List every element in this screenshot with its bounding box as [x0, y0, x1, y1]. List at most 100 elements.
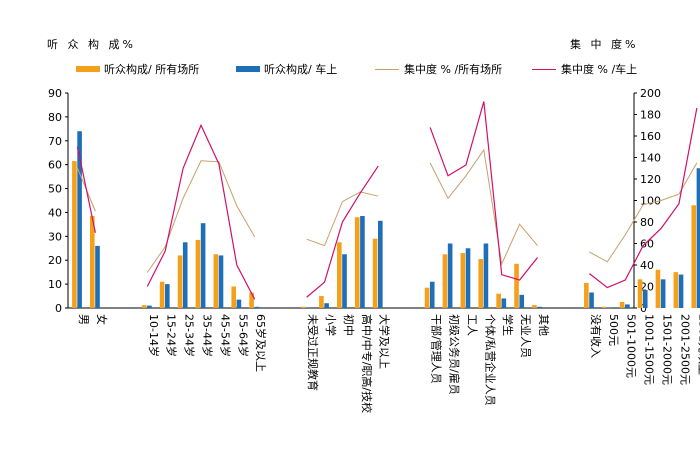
bar-car: [218, 255, 224, 308]
bar-car: [483, 243, 489, 308]
bar-all: [159, 281, 165, 308]
category-label: 干部/管理人员: [430, 314, 444, 384]
bar-car: [236, 299, 242, 308]
bar-all: [601, 306, 607, 308]
line-series-car: [429, 101, 539, 281]
line-series-car: [76, 146, 96, 233]
bar-all: [424, 287, 430, 308]
bar-all: [584, 282, 589, 308]
right-tick-label: 80: [640, 216, 654, 229]
line-series-car: [589, 107, 698, 289]
bar-car: [306, 307, 312, 308]
bar-all: [213, 254, 219, 308]
category-label: 15-24岁: [165, 314, 179, 357]
line-series-car: [146, 123, 256, 300]
bar-all: [619, 302, 625, 308]
bar-car: [607, 307, 612, 308]
bar-all: [249, 292, 254, 308]
category-label: 男: [77, 314, 90, 325]
bar-car: [342, 254, 347, 308]
category-label: 2001-2500元: [678, 314, 691, 385]
bar-car: [660, 279, 666, 308]
bar-all: [637, 279, 643, 308]
bar-all: [72, 161, 77, 308]
bar-car: [182, 242, 188, 308]
bar-all: [195, 239, 201, 308]
left-tick-label: 0: [55, 302, 62, 315]
right-tick-label: 40: [640, 259, 654, 272]
bar-car: [625, 304, 630, 308]
bar-all: [655, 269, 661, 308]
bar-car: [77, 131, 82, 308]
category-label: 工人: [465, 314, 478, 336]
category-label: 初级公务员/雇员: [448, 314, 462, 395]
bar-all: [673, 272, 679, 308]
legend-swatch-bar-car: [236, 66, 260, 72]
category-label: 25-34岁: [183, 314, 197, 357]
category-label: 45-54岁: [218, 314, 232, 357]
bar-all: [532, 305, 537, 308]
category-label: 500元: [607, 314, 620, 346]
legend-label-bar-all: 听众构成/ 所有场所: [104, 63, 200, 76]
bar-car: [696, 168, 700, 308]
category-label: 35-44岁: [201, 314, 215, 357]
category-label: 未受过正规教育: [306, 314, 320, 391]
bar-all: [460, 253, 466, 308]
bar-car: [537, 306, 542, 308]
bar-all: [177, 255, 183, 308]
bar-car: [642, 290, 648, 308]
bar-car: [200, 223, 206, 308]
bar-car: [254, 306, 260, 308]
category-label: 大学及以上: [378, 314, 392, 369]
right-tick-label: 60: [640, 238, 654, 251]
category-label: 女: [95, 314, 109, 325]
bar-all: [478, 259, 484, 308]
left-tick-label: 90: [48, 87, 62, 100]
bar-all: [354, 217, 360, 308]
bar-car: [447, 243, 453, 308]
right-tick-label: 180: [640, 109, 661, 122]
category-label: 没有收入: [589, 314, 603, 358]
left-tick-label: 50: [48, 183, 62, 196]
category-label: 无业人员: [519, 314, 532, 358]
category-label: 501-1000元: [625, 314, 638, 378]
left-tick-label: 80: [48, 111, 62, 124]
bar-all: [90, 216, 95, 308]
bar-car: [378, 220, 383, 308]
category-label: 学生: [501, 314, 515, 336]
bar-all: [141, 305, 147, 308]
bar-car: [147, 305, 152, 308]
right-tick-label: 140: [640, 152, 661, 165]
category-label: 1001-1500元: [643, 314, 656, 385]
category-label: 65岁及以上: [254, 314, 268, 372]
category-label: 高中/中专/职高/技校: [360, 314, 374, 413]
left-tick-label: 70: [48, 135, 62, 148]
category-label: 2501元以上: [696, 314, 700, 375]
right-tick-label: 0: [640, 302, 647, 315]
bar-car: [519, 294, 525, 308]
category-label: 1501-2000元: [661, 314, 674, 385]
bar-all: [231, 286, 237, 308]
bar-all: [337, 242, 342, 308]
bar-all: [301, 306, 306, 308]
category-label: 初中: [342, 314, 356, 336]
bar-car: [95, 245, 100, 308]
bar-car: [360, 216, 365, 308]
left-tick-label: 30: [48, 230, 62, 243]
bar-all: [691, 205, 697, 308]
line-series-all: [306, 191, 379, 247]
bar-car: [678, 274, 684, 308]
category-label: 个体/私营企业人员: [483, 314, 497, 406]
left-tick-label: 60: [48, 159, 62, 172]
category-label: 55-64岁: [236, 314, 250, 357]
left-tick-label: 20: [48, 254, 62, 267]
right-tick-label: 160: [640, 130, 661, 143]
bar-car: [501, 298, 507, 308]
left-tick-label: 10: [48, 278, 62, 291]
bar-car: [429, 281, 435, 308]
right-tick-label: 120: [640, 173, 661, 186]
bar-all: [442, 254, 448, 308]
line-series-all: [429, 148, 538, 266]
bar-car: [465, 248, 471, 308]
